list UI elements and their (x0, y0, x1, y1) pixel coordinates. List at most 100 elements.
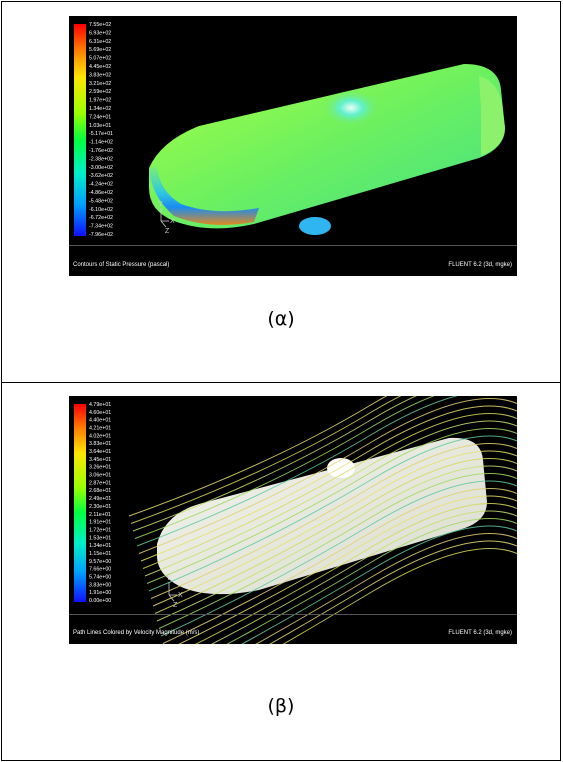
axis-y-label-b: Y (166, 575, 171, 582)
legend-label: 1.34e+02 (89, 106, 111, 112)
path-line (128, 396, 388, 517)
legend-label: -4.86e+02 (89, 190, 113, 196)
path-line (194, 503, 517, 644)
legend-label: -7.34e+02 (89, 224, 113, 230)
path-line (144, 420, 517, 577)
path-line (178, 495, 517, 644)
figure-a-software: FLUENT 6.2 (3d, mgke) (448, 262, 512, 268)
legend-label: 4.45e+02 (89, 64, 111, 70)
legend-label: -7.96e+02 (89, 232, 113, 238)
legend-label: -5.17e+01 (89, 131, 113, 137)
legend-label: 1.34e+01 (89, 543, 111, 549)
path-line (241, 525, 517, 644)
legend-label: 2.59e+02 (89, 89, 111, 95)
legend-label: 5.69e+02 (89, 47, 111, 53)
pathlines-figure: Y X Z 4.79e+01 4.60e+01 4.40e+01 4.21e+01 4.… (69, 396, 517, 644)
legend-label: -1.14e+02 (89, 140, 113, 146)
velocity-legend-labels: 4.79e+01 4.60e+01 4.40e+01 4.21e+014.02e+01… (89, 402, 111, 604)
path-line (226, 518, 517, 644)
path-line (140, 405, 517, 562)
legend-label: 1.53e+01 (89, 535, 111, 541)
legend-label: 7.55e+02 (89, 22, 111, 28)
legend-label: 4.60e+01 (89, 410, 111, 416)
legend-label: 3.83e+02 (89, 72, 111, 78)
legend-label: 3.83e+01 (89, 441, 111, 447)
legend-label: 3.83e+00 (89, 582, 111, 588)
figure-cell-b: Y X Z 4.79e+01 4.60e+01 4.40e+01 4.21e+01 4.… (2, 383, 560, 760)
legend-label: 3.45e+01 (89, 457, 111, 463)
legend-label: 1.97e+02 (89, 98, 111, 104)
path-line (282, 548, 517, 644)
legend-label: 1.15e+01 (89, 551, 111, 557)
velocity-color-bar (74, 404, 86, 602)
legend-label: 3.64e+01 (89, 449, 111, 455)
legend-label: 7.66e+00 (89, 567, 111, 573)
caption-b: (β) (267, 695, 295, 717)
path-line (210, 510, 517, 644)
path-line (152, 450, 517, 607)
legend-label: 4.21e+01 (89, 426, 111, 432)
path-line (148, 435, 517, 592)
path-line (134, 396, 435, 539)
legend-label: -6.10e+02 (89, 207, 113, 213)
legend-label: 6.31e+02 (89, 39, 111, 45)
path-line (255, 533, 517, 644)
pressure-contour-render: Y X Z 7.55e+02 6.93e+02 6.31e+02 5.69e+02 5.… (74, 22, 505, 238)
caption-a: (α) (267, 308, 295, 330)
body-front-surface (149, 166, 259, 225)
pressure-legend-labels: 7.55e+02 6.93e+02 6.31e+02 5.69e+02 5.07e+02… (89, 22, 113, 238)
body-rear-surface (479, 76, 505, 156)
legend-label: 1.72e+01 (89, 527, 111, 533)
legend-label: 5.07e+02 (89, 56, 111, 62)
path-line (138, 398, 517, 554)
figure-cell-a: Y X Z 7.55e+02 6.93e+02 6.31e+02 5.69e+02 5.… (2, 2, 560, 383)
path-line (142, 413, 517, 569)
path-line (154, 458, 517, 614)
figure-divider (69, 245, 517, 246)
legend-label: 3.21e+02 (89, 81, 111, 87)
legend-label: 2.30e+01 (89, 504, 111, 510)
legend-label: 1.91e+01 (89, 520, 111, 526)
pathlines-render: Y X Z 4.79e+01 4.60e+01 4.40e+01 4.21e+014.… (74, 396, 517, 644)
figure-a-title: Contours of Static Pressure (pascal) (73, 262, 170, 268)
body-top-surface (149, 64, 505, 229)
legend-label: 3.26e+01 (89, 465, 111, 471)
legend-label: 5.74e+00 (89, 574, 111, 580)
path-line (158, 473, 517, 629)
path-line (150, 443, 517, 599)
figure-b-software: FLUENT 6.2 (3d, mgke) (448, 630, 512, 636)
pressure-color-bar (74, 24, 86, 236)
legend-label: -3.62e+02 (89, 173, 113, 179)
path-lines (128, 396, 517, 644)
legend-label: 3.06e+01 (89, 473, 111, 479)
legend-label: 2.68e+01 (89, 488, 111, 494)
path-line (146, 428, 517, 584)
legend-label: -1.76e+02 (89, 148, 113, 154)
axis-x-label: X (170, 218, 175, 225)
legend-label: -5.48e+02 (89, 198, 113, 204)
axis-z-label: Z (165, 228, 170, 235)
path-line (269, 540, 517, 644)
support-strut (299, 217, 331, 235)
figure-divider-b (69, 614, 517, 615)
path-line (132, 396, 418, 532)
legend-label: 1.03e+01 (89, 123, 111, 129)
legend-label: 2.87e+01 (89, 480, 111, 486)
legend-label: 2.11e+01 (89, 512, 111, 518)
legend-label: 2.49e+01 (89, 496, 111, 502)
legend-label: 4.40e+01 (89, 418, 111, 424)
legend-label: 7.24e+01 (89, 114, 111, 120)
axis-y-label: Y (158, 201, 163, 208)
pressure-bump (323, 88, 379, 124)
legend-label: 4.79e+01 (89, 402, 111, 408)
path-line (136, 396, 517, 547)
legend-label: 1.91e+00 (89, 590, 111, 596)
legend-label: 4.02e+01 (89, 433, 111, 439)
legend-label: 9.57e+00 (89, 559, 111, 565)
legend-label: 6.93e+02 (89, 30, 111, 36)
legend-label: -6.72e+02 (89, 215, 113, 221)
figure-b-title: Path Lines Colored by Velocity Magnitude… (73, 630, 200, 636)
legend-label: -4.24e+02 (89, 182, 113, 188)
legend-label: 0.00e+00 (89, 598, 111, 604)
